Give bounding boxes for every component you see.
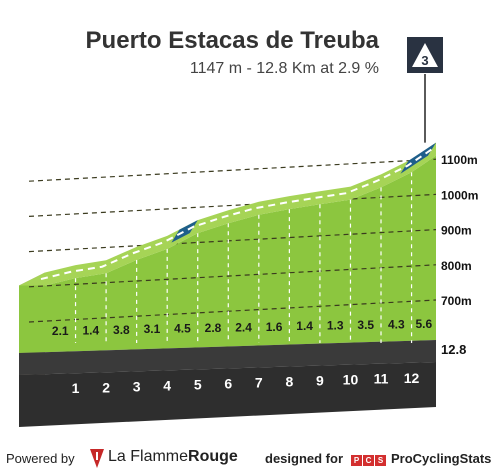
- flamme-rouge-brand[interactable]: La FlammeRouge: [108, 448, 238, 465]
- y-tick-label: 900m: [441, 224, 472, 238]
- grid-line: [28, 264, 437, 288]
- segment-gradient-label: 4.3: [388, 317, 405, 331]
- designed-for-label: designed for: [265, 451, 344, 466]
- segment-gradient-label: 4.5: [174, 322, 191, 336]
- y-tick-label: 700m: [441, 294, 472, 308]
- y-tick-label: 1000m: [441, 188, 478, 202]
- segment-gradient-label: 1.4: [82, 323, 99, 337]
- profile-road-band: [19, 362, 436, 427]
- category-triangle-icon: [412, 43, 438, 67]
- powered-by-label: Powered by: [6, 451, 75, 466]
- km-marker-label: 8: [285, 374, 293, 390]
- km-marker-label: 12: [404, 370, 420, 386]
- km-marker-label: 7: [255, 375, 263, 391]
- profile-base-band: [19, 340, 436, 375]
- category-number: 3: [421, 53, 428, 68]
- distance-end-label: 12.8: [441, 342, 466, 357]
- km-marker-label: 1: [72, 380, 80, 396]
- km-marker-label: 3: [133, 378, 141, 394]
- km-marker-label: 9: [316, 373, 324, 389]
- grid-line: [28, 193, 437, 217]
- steep-segment: [171, 220, 198, 243]
- climb-summary: 1147 m - 12.8 Km at 2.9 %: [189, 60, 379, 77]
- segment-gradient-label: 2.8: [205, 321, 222, 335]
- segment-gradient-label: 3.1: [144, 322, 161, 336]
- km-marker-label: 10: [343, 372, 359, 388]
- km-marker-label: 4: [163, 377, 171, 393]
- segment-gradient-label: 1.4: [296, 319, 313, 333]
- segment-gradient-label: 2.1: [52, 324, 69, 338]
- climb-title: Puerto Estacas de Treuba: [85, 27, 379, 54]
- profile-top-surface: [19, 142, 436, 286]
- km-marker-label: 2: [102, 379, 110, 395]
- segment-gradient-label: 3.5: [357, 318, 374, 332]
- km-marker-label: 5: [194, 376, 202, 392]
- grid-line: [28, 158, 437, 182]
- y-tick-label: 800m: [441, 259, 472, 273]
- flamme-rouge-icon: [90, 449, 104, 468]
- segment-gradient-label: 1.6: [266, 320, 283, 334]
- segment-gradient-label: 5.6: [415, 317, 432, 331]
- grid-line: [28, 299, 437, 323]
- procyclingstats-link[interactable]: ProCyclingStats: [391, 451, 492, 466]
- grid-line: [28, 229, 437, 253]
- km-marker-label: 11: [374, 371, 389, 387]
- segment-gradient-label: 1.3: [327, 319, 344, 333]
- road-centre-line: [40, 148, 433, 281]
- segment-gradient-label: 3.8: [113, 323, 130, 337]
- km-marker-label: 6: [224, 375, 232, 391]
- y-tick-label: 1100m: [441, 153, 478, 167]
- segment-gradient-label: 2.4: [235, 320, 252, 334]
- profile-area: [19, 155, 436, 353]
- footer: Powered by La FlammeRouge designed for P…: [0, 441, 495, 475]
